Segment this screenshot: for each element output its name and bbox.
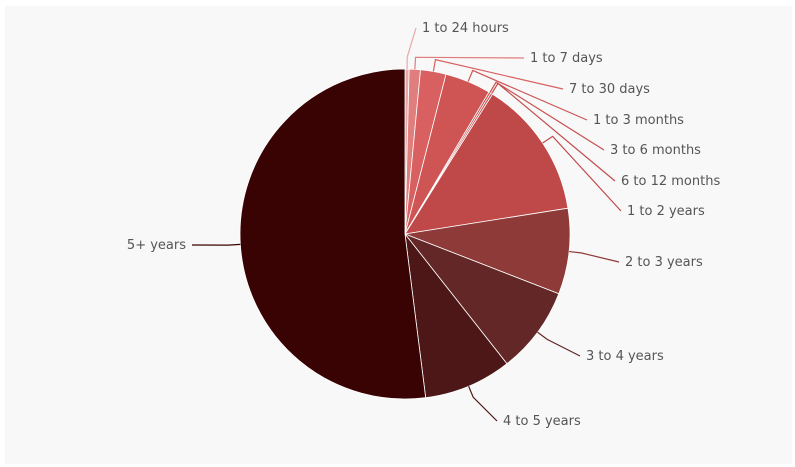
label-connector <box>467 69 588 121</box>
label-connector <box>406 27 417 70</box>
slice-labels: 1 to 24 hours 1 to 7 days 7 to 30 days 1 to… <box>127 21 721 429</box>
label-connector <box>432 58 564 90</box>
slice-label: 7 to 30 days <box>569 82 650 97</box>
slice-label: 1 to 7 days <box>530 51 603 66</box>
slice-label: 5+ years <box>127 238 186 253</box>
pie-slice[interactable] <box>239 68 427 400</box>
label-connector <box>568 250 620 263</box>
slice-label: 3 to 4 years <box>586 349 664 364</box>
label-connector <box>414 56 525 70</box>
pie-slice[interactable] <box>403 207 571 295</box>
slice-label: 2 to 3 years <box>625 255 703 270</box>
slice-label: 1 to 24 hours <box>422 21 509 36</box>
label-connector <box>537 331 581 357</box>
label-connectors <box>191 27 622 422</box>
pie-slice[interactable] <box>403 233 560 365</box>
slice-label: 1 to 3 months <box>593 113 684 128</box>
pie-slices <box>239 68 571 400</box>
label-connector <box>491 82 616 182</box>
label-connector <box>191 243 241 246</box>
slice-label: 1 to 2 years <box>627 204 705 219</box>
slice-label: 4 to 5 years <box>503 414 581 429</box>
pie-slice[interactable] <box>404 232 508 399</box>
slice-label: 6 to 12 months <box>621 174 720 189</box>
label-connector <box>489 81 605 151</box>
label-connector <box>468 386 498 422</box>
slice-label: 3 to 6 months <box>610 143 701 158</box>
label-connector <box>542 135 622 212</box>
